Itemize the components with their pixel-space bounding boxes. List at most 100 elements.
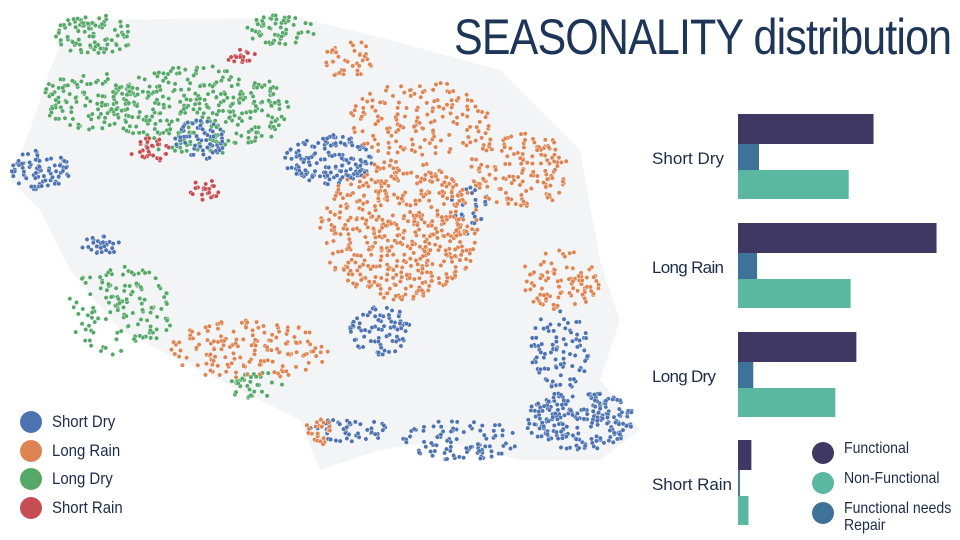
map-point bbox=[610, 439, 616, 445]
map-point bbox=[505, 201, 511, 207]
map-point bbox=[284, 150, 290, 156]
map-point bbox=[596, 410, 601, 416]
map-point bbox=[489, 454, 494, 459]
map-point bbox=[548, 183, 553, 189]
bar bbox=[738, 362, 754, 388]
map-point bbox=[205, 337, 210, 343]
map-point bbox=[254, 319, 260, 325]
legend-swatch bbox=[812, 442, 834, 464]
map-point bbox=[246, 129, 252, 135]
map-point bbox=[570, 338, 575, 344]
map-point bbox=[446, 89, 452, 95]
map-point bbox=[85, 21, 91, 26]
map-point bbox=[113, 82, 119, 88]
map-point bbox=[283, 27, 289, 32]
map-point bbox=[248, 90, 254, 96]
map-point bbox=[379, 116, 385, 122]
map-point bbox=[120, 32, 126, 37]
map-point bbox=[254, 17, 259, 23]
map-point bbox=[163, 327, 169, 333]
map-point bbox=[522, 131, 528, 137]
map-point bbox=[239, 111, 245, 116]
map-point bbox=[482, 443, 488, 449]
map-point bbox=[117, 300, 123, 306]
map-point bbox=[580, 292, 585, 297]
map-point bbox=[216, 69, 222, 74]
legend-item-long-dry: Long Dry bbox=[20, 465, 132, 494]
map-point bbox=[542, 366, 547, 371]
map-point bbox=[161, 70, 166, 76]
map-point bbox=[293, 40, 299, 45]
map-point bbox=[449, 190, 455, 195]
map-point bbox=[446, 246, 452, 252]
map-point bbox=[457, 239, 463, 245]
map-point bbox=[481, 432, 487, 438]
map-point bbox=[232, 113, 237, 118]
map-point bbox=[470, 246, 476, 252]
map-point bbox=[550, 379, 556, 384]
map-point bbox=[239, 320, 245, 326]
map-point bbox=[151, 135, 157, 141]
map-point bbox=[62, 158, 67, 164]
map-point bbox=[547, 161, 552, 167]
map-point bbox=[332, 265, 338, 271]
map-point bbox=[105, 110, 111, 116]
map-point bbox=[426, 241, 432, 247]
map-point bbox=[213, 193, 219, 199]
map-point bbox=[164, 118, 170, 123]
map-point bbox=[365, 183, 371, 189]
map-point bbox=[544, 157, 550, 163]
map-point bbox=[233, 140, 238, 146]
map-point bbox=[80, 20, 86, 26]
map-point bbox=[421, 233, 427, 239]
map-point bbox=[318, 417, 324, 422]
map-point bbox=[527, 272, 533, 277]
map-point bbox=[331, 224, 337, 230]
map-point bbox=[475, 108, 481, 114]
map-point bbox=[142, 77, 148, 82]
map-point bbox=[402, 114, 408, 119]
map-point bbox=[259, 84, 265, 90]
map-point bbox=[556, 284, 562, 290]
map-point bbox=[43, 177, 48, 183]
map-point bbox=[20, 152, 26, 157]
map-point bbox=[444, 275, 450, 281]
map-point bbox=[404, 321, 409, 327]
map-point bbox=[487, 172, 492, 178]
map-point bbox=[398, 343, 404, 349]
map-point bbox=[187, 80, 193, 86]
map-point bbox=[487, 443, 493, 449]
map-point bbox=[188, 97, 193, 103]
map-point bbox=[56, 181, 62, 187]
map-point bbox=[104, 287, 110, 293]
map-point bbox=[349, 257, 355, 263]
map-point bbox=[449, 193, 455, 199]
map-point bbox=[291, 22, 297, 28]
map-point bbox=[474, 124, 480, 130]
map-point bbox=[461, 455, 466, 461]
map-point bbox=[245, 25, 250, 31]
map-point bbox=[220, 150, 226, 156]
bar-group: Short Rain bbox=[652, 440, 752, 525]
map-point bbox=[552, 391, 557, 397]
map-point bbox=[552, 167, 558, 173]
map-point bbox=[207, 351, 213, 357]
map-point bbox=[361, 174, 367, 180]
map-point bbox=[471, 419, 477, 425]
map-point bbox=[58, 76, 63, 82]
map-point bbox=[146, 93, 152, 99]
map-point bbox=[246, 135, 251, 141]
map-point bbox=[367, 329, 372, 335]
map-point bbox=[101, 234, 107, 240]
map-point bbox=[341, 67, 347, 73]
map-point bbox=[337, 438, 343, 444]
map-point bbox=[524, 279, 530, 284]
map-point bbox=[231, 329, 237, 334]
map-point bbox=[400, 171, 406, 177]
map-point bbox=[191, 106, 196, 112]
map-point bbox=[149, 114, 155, 119]
map-point bbox=[345, 59, 350, 65]
map-point bbox=[102, 243, 107, 249]
map-point bbox=[203, 372, 208, 378]
map-point bbox=[372, 313, 378, 319]
